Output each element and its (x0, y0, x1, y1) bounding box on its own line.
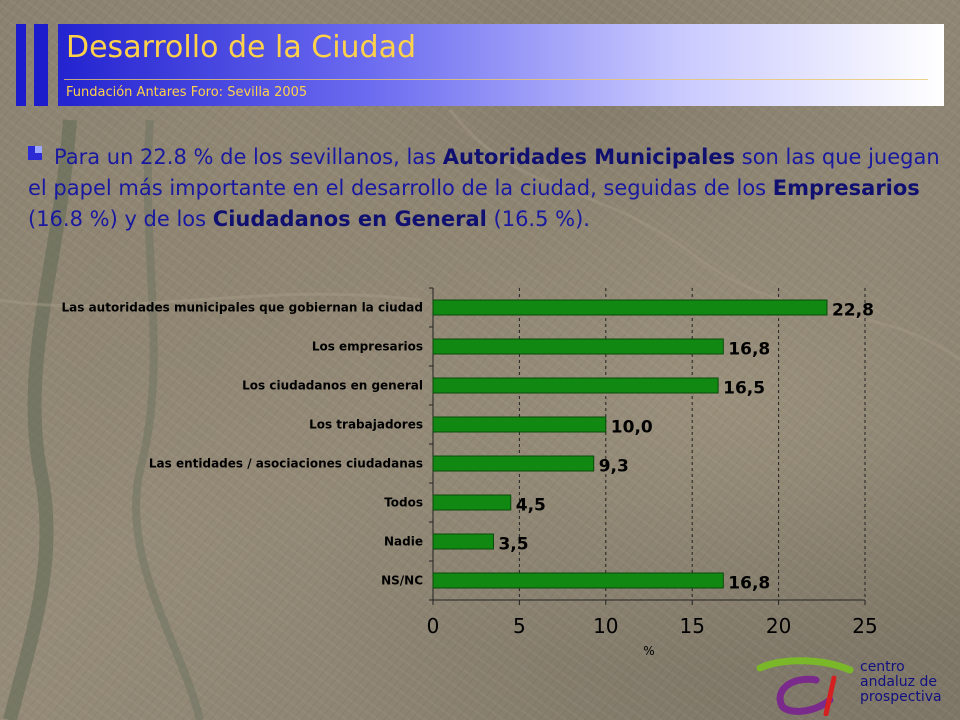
header-accent-bar-2 (34, 24, 48, 106)
value-label: 9,3 (599, 457, 629, 477)
category-label: Los trabajadores (309, 418, 423, 432)
bar (432, 338, 724, 355)
value-label: 22,8 (832, 301, 874, 321)
value-label: 16,8 (728, 340, 770, 360)
category-label: Los empresarios (312, 340, 423, 354)
para-bold-3: Ciudadanos en General (212, 207, 487, 231)
page-subtitle: Fundación Antares Foro: Sevilla 2005 (66, 85, 308, 100)
value-label: 4,5 (516, 496, 546, 516)
category-label: NS/NC (381, 574, 423, 588)
para-text-3: (16.8 %) y de los (28, 207, 213, 231)
category-label: Todos (384, 496, 423, 510)
bar (432, 299, 828, 316)
bar (432, 377, 719, 394)
para-bold-2: Empresarios (772, 176, 920, 200)
bar (432, 533, 494, 550)
value-label: 3,5 (498, 535, 528, 555)
bar (432, 572, 724, 589)
header-divider (64, 79, 928, 80)
logo-text: centro andaluz de prospectiva (860, 660, 942, 705)
bullet-square-icon (28, 146, 42, 160)
category-label: Las entidades / asociaciones ciudadanas (149, 457, 423, 471)
logo-line-2: andaluz de (860, 674, 937, 690)
page-title: Desarrollo de la Ciudad (66, 30, 417, 65)
category-label: Las autoridades municipales que gobierna… (62, 301, 423, 315)
bar (432, 416, 607, 433)
header-banner: Desarrollo de la Ciudad Fundación Antare… (58, 24, 944, 106)
x-tick-label: 0 (427, 614, 440, 638)
x-tick-label: 5 (513, 614, 526, 638)
header-accent-bar-1 (16, 24, 26, 106)
bar (432, 455, 595, 472)
logo-line-1: centro (860, 659, 905, 675)
para-text-4: (16.5 %). (486, 207, 590, 231)
para-text-2: son las que juegan el papel más importan… (28, 145, 940, 200)
value-label: 16,8 (728, 574, 770, 594)
category-label: Nadie (384, 535, 423, 549)
para-bold-1: Autoridades Municipales (442, 145, 736, 169)
x-tick-label: 20 (766, 614, 791, 638)
summary-paragraph: Para un 22.8 % de los sevillanos, las Au… (28, 142, 948, 235)
x-axis-label: % (643, 644, 654, 658)
logo-line-3: prospectiva (860, 689, 942, 705)
value-label: 10,0 (611, 418, 653, 438)
para-text-1: Para un 22.8 % de los sevillanos, las (54, 145, 443, 169)
x-tick-label: 15 (679, 614, 704, 638)
x-tick-label: 10 (593, 614, 618, 638)
value-label: 16,5 (723, 379, 765, 399)
x-tick-label: 25 (852, 614, 877, 638)
category-label: Los ciudadanos en general (242, 379, 423, 393)
bar (432, 494, 512, 511)
centro-andaluz-logo (756, 657, 854, 716)
